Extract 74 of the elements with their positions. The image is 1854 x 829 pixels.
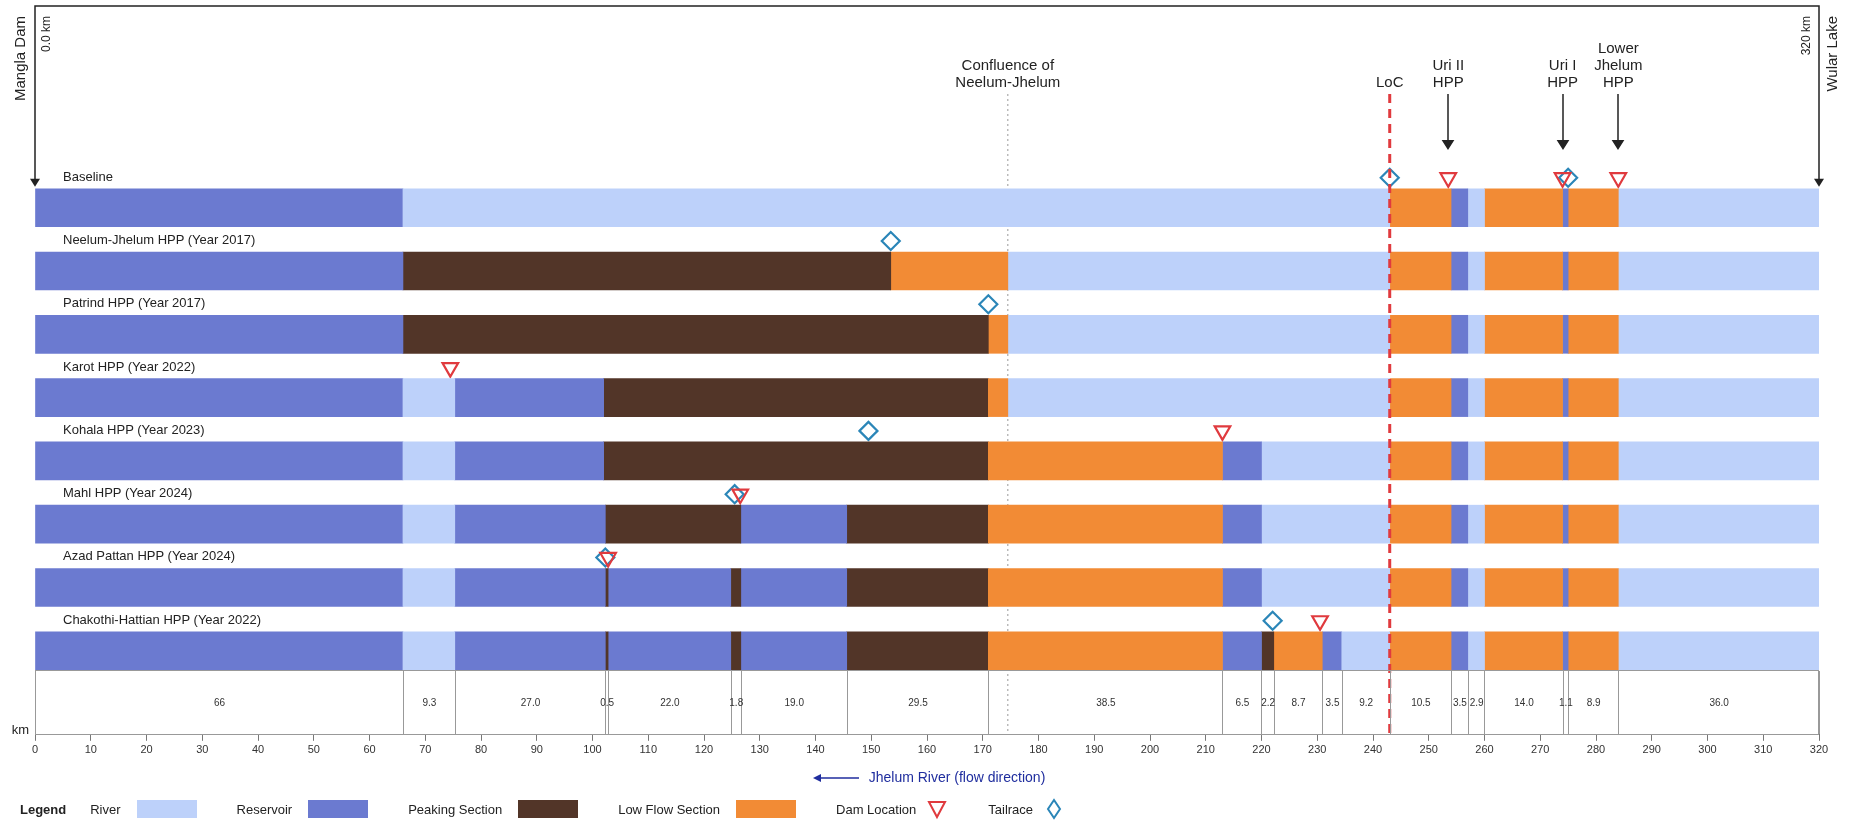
x-tick-label: 310 bbox=[1754, 743, 1773, 756]
point bbox=[858, 420, 879, 441]
y-tick-label: Chakothi-Hattian HPP (Year 2022) bbox=[63, 611, 262, 627]
y-tick-label: Karot HPP (Year 2022) bbox=[63, 358, 196, 374]
text: Uri II HPP bbox=[1432, 55, 1465, 90]
x-tick-label: 140 bbox=[806, 743, 825, 756]
legend-label: Peaking Section bbox=[408, 801, 503, 817]
text: 0.0 km bbox=[39, 16, 54, 53]
y-tick-label: Neelum-Jhelum HPP (Year 2017) bbox=[63, 232, 256, 247]
y-tick-label: Mahl HPP (Year 2024) bbox=[63, 485, 193, 501]
point bbox=[724, 484, 745, 505]
y-tick-label: Patrind HPP (Year 2017) bbox=[63, 295, 206, 311]
text: Mangla Dam bbox=[11, 16, 29, 102]
point bbox=[880, 230, 901, 252]
x-tick-label: 30 bbox=[196, 743, 209, 756]
point bbox=[1558, 167, 1579, 188]
x-tick-label: 0 bbox=[31, 743, 39, 756]
point bbox=[1311, 615, 1329, 631]
x-tick-label: 210 bbox=[1196, 743, 1215, 756]
x-tick-label: 300 bbox=[1698, 743, 1717, 756]
x-tick-label: 250 bbox=[1419, 743, 1438, 756]
x-tick-label: 110 bbox=[639, 743, 658, 756]
x-tick-label: 180 bbox=[1029, 743, 1048, 756]
x-tick-label: 170 bbox=[973, 743, 992, 756]
x-tick-label: 290 bbox=[1642, 743, 1661, 756]
x-axis-title: km bbox=[11, 722, 29, 738]
legend-label: Reservoir bbox=[236, 801, 293, 817]
legend-title: Legend bbox=[20, 801, 67, 817]
point bbox=[1439, 172, 1458, 188]
x-tick-label: 230 bbox=[1308, 743, 1327, 756]
x-tick-label: 260 bbox=[1475, 743, 1494, 756]
y-tick-label: Kohala HPP (Year 2023) bbox=[63, 421, 205, 437]
y-tick-label: Azad Pattan HPP (Year 2024) bbox=[63, 548, 236, 564]
y-tick-label: Baseline bbox=[63, 168, 113, 184]
x-tick-label: 240 bbox=[1363, 743, 1383, 756]
x-tick-label: 10 bbox=[84, 743, 97, 756]
length-table: 66 9.3 27.0 0.5 22.0 1.8 19.0 29.5 38.5 6.5 2.2 8.7 3.5 9.2 10.5 3.5 2.9 14.0 1.1 8.9 36.0 bbox=[35, 669, 1819, 735]
x-tick-label: 200 bbox=[1140, 743, 1160, 756]
point bbox=[731, 488, 750, 505]
x-tick-label: 320 bbox=[1809, 743, 1829, 756]
x-tick-label: 220 bbox=[1252, 743, 1271, 756]
text: Lower Jhelum HPP bbox=[1594, 38, 1643, 90]
point bbox=[1262, 610, 1283, 631]
x-tick-label: 150 bbox=[862, 743, 881, 756]
x-tick-label: 80 bbox=[474, 743, 488, 756]
x-tick-label: 90 bbox=[530, 743, 543, 756]
ref-line-label: Confluence of Neelum-Jhelum bbox=[955, 55, 1061, 90]
x-tick-label: 270 bbox=[1531, 743, 1550, 756]
point bbox=[978, 294, 999, 315]
legend-label: Tailrace bbox=[988, 801, 1034, 817]
x-tick-label: 190 bbox=[1085, 743, 1104, 756]
point bbox=[1609, 172, 1628, 188]
text: 320 km bbox=[1799, 16, 1814, 56]
text: Uri I HPP bbox=[1547, 55, 1578, 90]
point bbox=[441, 361, 460, 378]
text: Wular Lake bbox=[1823, 16, 1841, 92]
legend-label: River bbox=[90, 801, 121, 817]
x-tick-label: 40 bbox=[251, 743, 265, 756]
x-tick-label: 280 bbox=[1586, 743, 1606, 756]
x-tick-label: 60 bbox=[363, 743, 376, 756]
point bbox=[1379, 167, 1400, 188]
x-tick-label: 70 bbox=[419, 743, 432, 756]
legend-label: Dam Location bbox=[836, 801, 917, 817]
point bbox=[1553, 172, 1572, 188]
x-tick-label: 100 bbox=[583, 743, 602, 756]
x-tick-label: 120 bbox=[694, 743, 714, 756]
legend-label: Low Flow Section bbox=[618, 801, 721, 817]
x-tick-label: 130 bbox=[750, 743, 769, 756]
x-tick-label: 20 bbox=[140, 743, 153, 756]
x-tick-label: 50 bbox=[307, 743, 320, 756]
x-tick-label: 160 bbox=[917, 743, 937, 756]
text: Jhelum River (flow direction) bbox=[868, 768, 1046, 785]
point bbox=[1213, 425, 1232, 441]
ref-line-label: LoC bbox=[1375, 72, 1404, 90]
